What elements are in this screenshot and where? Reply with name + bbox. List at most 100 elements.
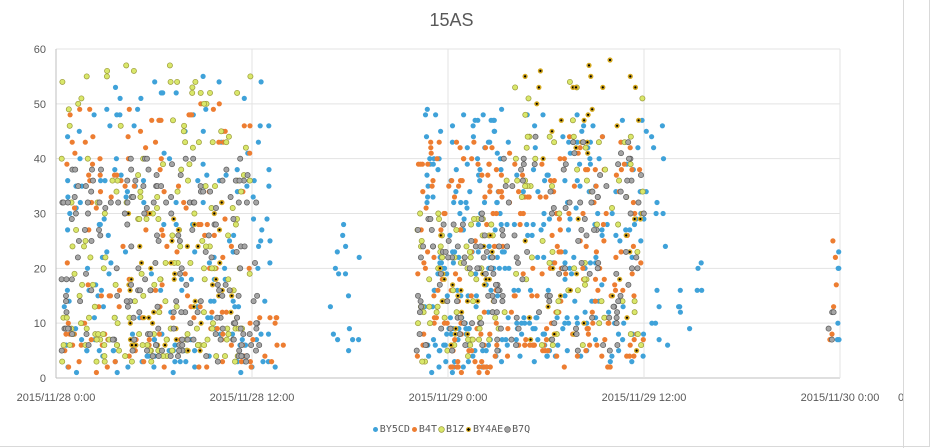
data-point [253, 320, 260, 327]
data-point [543, 194, 549, 200]
data-point [182, 155, 189, 162]
data-point [562, 320, 568, 326]
data-point [694, 287, 700, 293]
data-point [223, 172, 229, 178]
data-point [467, 189, 473, 195]
data-point [176, 237, 183, 244]
data-point-center [547, 305, 550, 308]
data-point [830, 238, 836, 244]
data-point [214, 326, 220, 332]
data-point [634, 331, 641, 338]
data-point-center [152, 311, 155, 314]
data-point [200, 199, 206, 206]
data-point [514, 177, 521, 184]
data-point [170, 369, 176, 376]
data-point [479, 342, 486, 349]
data-point-center [175, 338, 178, 341]
data-point [173, 298, 180, 305]
data-point [204, 336, 211, 343]
data-point [631, 221, 638, 228]
data-point [159, 227, 165, 233]
data-point [481, 309, 487, 315]
data-point [571, 265, 578, 272]
legend-label: B1Z [445, 424, 465, 435]
data-point [222, 128, 228, 134]
data-point [250, 216, 257, 222]
data-point [457, 145, 463, 151]
data-point [195, 342, 201, 349]
data-point [214, 281, 221, 288]
data-point [114, 177, 121, 184]
data-point [429, 183, 435, 189]
data-point [65, 106, 72, 113]
data-point [489, 254, 496, 261]
data-point [58, 347, 65, 354]
data-point [627, 227, 633, 233]
data-point [64, 260, 70, 266]
data-point [174, 249, 180, 255]
data-point [101, 210, 108, 217]
data-point [615, 221, 622, 228]
data-point [524, 133, 531, 140]
data-point [421, 260, 427, 266]
data-point [184, 293, 191, 299]
data-point [627, 161, 634, 168]
data-point [228, 342, 234, 348]
data-point [130, 67, 137, 74]
data-point [544, 326, 550, 332]
data-point-center [491, 250, 494, 253]
data-point [84, 265, 91, 271]
data-point [573, 325, 579, 332]
data-point [596, 156, 602, 162]
data-point [115, 199, 122, 206]
data-point [78, 342, 84, 348]
data-point [423, 205, 429, 211]
data-point [511, 221, 517, 228]
data-point [529, 232, 535, 238]
data-point [64, 199, 71, 206]
data-point [566, 78, 573, 85]
data-point [262, 353, 268, 359]
data-point [142, 276, 149, 283]
data-point [662, 243, 669, 249]
data-point [235, 199, 242, 206]
data-point [640, 210, 647, 217]
data-point [656, 337, 662, 343]
data-point [71, 194, 78, 200]
data-point [562, 293, 568, 299]
data-point [159, 282, 165, 288]
data-point-center [539, 69, 542, 72]
data-point [203, 353, 210, 360]
data-point [237, 325, 244, 332]
data-point [476, 369, 482, 376]
data-point [75, 100, 82, 107]
data-point [498, 167, 504, 173]
data-point [433, 112, 439, 118]
data-point [493, 309, 500, 316]
data-point [148, 271, 154, 277]
data-point [174, 188, 181, 195]
data-point-center [199, 349, 202, 352]
data-point [602, 337, 608, 343]
legend-item: B4T [411, 424, 437, 435]
data-point [626, 155, 632, 162]
data-point [519, 276, 526, 283]
data-point [81, 243, 87, 250]
data-point [154, 194, 161, 200]
data-point [72, 166, 79, 173]
data-point [623, 194, 630, 200]
data-point-center [616, 124, 619, 127]
data-point [247, 320, 253, 326]
data-point [248, 364, 254, 370]
data-point [616, 177, 622, 184]
data-point [418, 303, 425, 310]
data-point [272, 320, 278, 326]
data-point [240, 331, 247, 338]
data-point [436, 348, 442, 354]
data-point [426, 276, 433, 283]
data-point [327, 304, 333, 310]
data-point [551, 139, 558, 146]
data-point [466, 326, 472, 332]
data-point [206, 260, 212, 266]
